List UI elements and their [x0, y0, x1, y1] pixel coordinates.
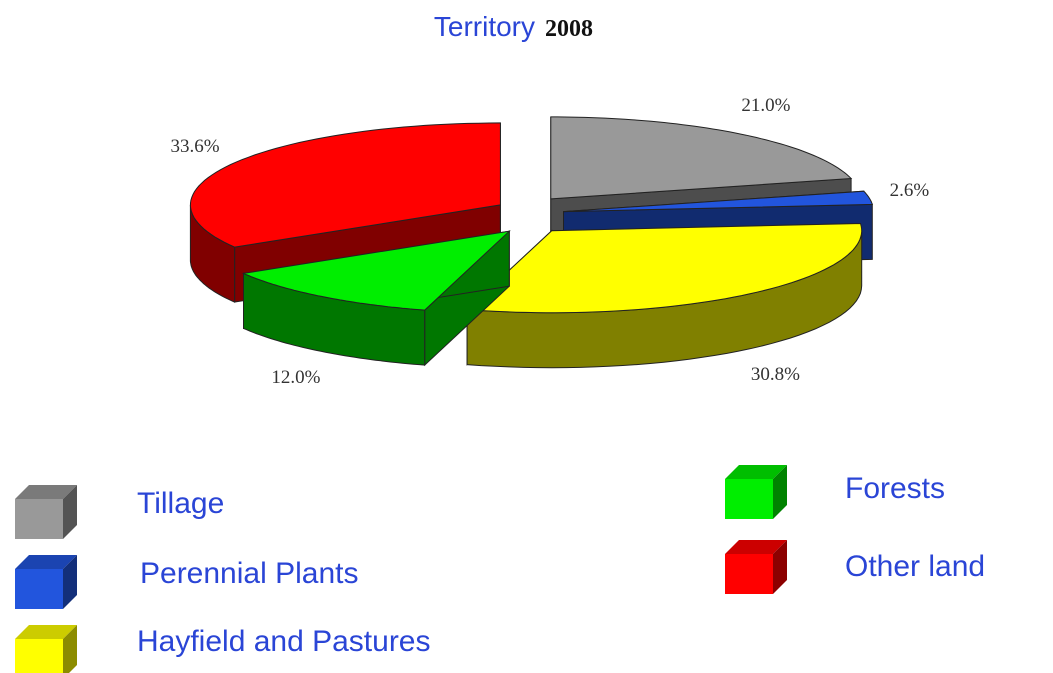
legend-swatch-side — [773, 465, 787, 519]
legend-swatch-top — [725, 540, 787, 554]
legend-label: Perennial Plants — [140, 557, 358, 590]
data-label: 21.0% — [741, 95, 790, 116]
chart-subtitle: 2008 — [545, 16, 593, 42]
data-label: 33.6% — [170, 136, 219, 157]
legend-label: Other land — [845, 550, 985, 583]
legend-swatch-side — [63, 555, 77, 609]
legend-swatch-top — [725, 465, 787, 479]
chart-title: Territory — [434, 11, 535, 42]
legend-swatch — [725, 479, 773, 519]
slice — [189, 122, 501, 248]
slice — [550, 116, 853, 200]
legend-swatch — [15, 569, 63, 609]
slice — [563, 190, 873, 213]
legend-swatch-side — [773, 540, 787, 594]
legend-swatch-top — [15, 555, 77, 569]
slice — [465, 222, 863, 314]
data-label: 30.8% — [751, 364, 800, 385]
data-label: 2.6% — [890, 180, 930, 201]
legend-swatch-side — [63, 485, 77, 539]
legend-swatch-top — [15, 485, 77, 499]
legend-swatch — [725, 554, 773, 594]
data-label: 12.0% — [271, 367, 320, 388]
legend-label: Forests — [845, 472, 945, 505]
legend-swatch — [15, 639, 63, 673]
legend-swatch-side — [63, 625, 77, 673]
legend-swatch — [15, 499, 63, 539]
legend-label: Hayfield and Pastures — [137, 625, 431, 658]
slice — [241, 230, 511, 311]
legend-swatch-top — [15, 625, 77, 639]
legend-label: Tillage — [137, 487, 224, 520]
